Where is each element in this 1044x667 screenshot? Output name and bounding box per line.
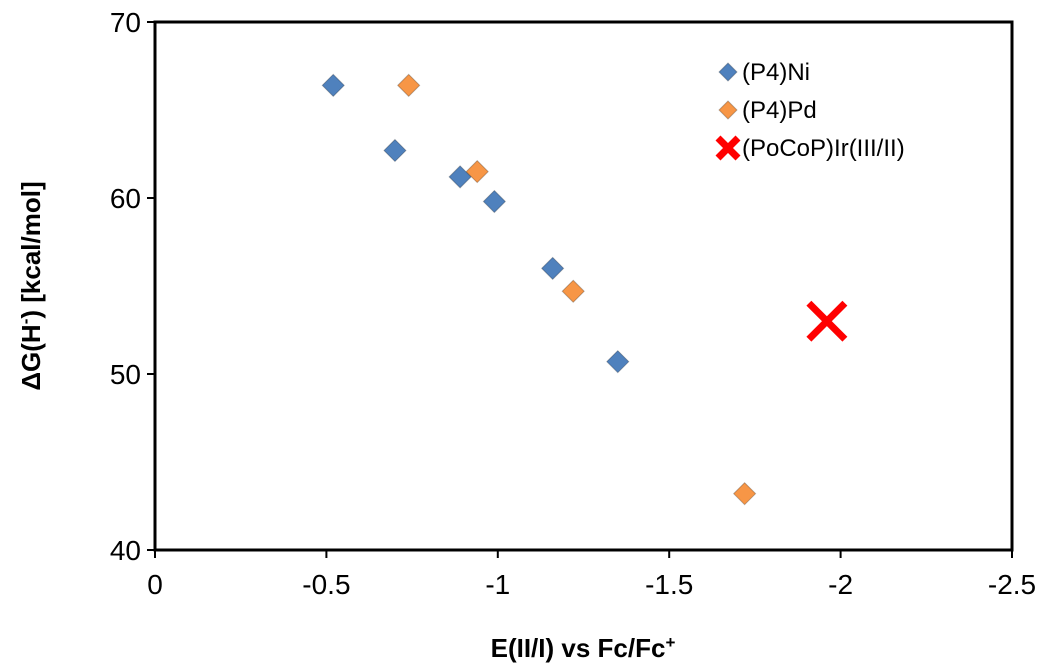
y-tick-label: 40 <box>110 535 141 566</box>
x-tick-label: -1.5 <box>645 569 693 600</box>
data-point-series-1 <box>396 73 421 98</box>
x-tick-label: -1 <box>485 569 510 600</box>
data-point-series-1 <box>465 159 489 184</box>
x-tick-label: 0 <box>147 569 163 600</box>
x-axis-title: E(II/I) vs Fc/Fc+ <box>491 633 676 664</box>
y-tick-label: 50 <box>110 359 141 390</box>
x-axis-ticks: 0 -0.5 -1 -1.5 -2 -2.5 <box>147 550 1036 600</box>
data-point-series-0 <box>606 349 630 374</box>
legend-marker-series-2-stroke <box>715 135 741 161</box>
data-points <box>321 73 848 506</box>
legend-label-series-1: (P4)Pd <box>742 97 817 124</box>
y-tick-label: 70 <box>110 7 141 38</box>
data-point-series-0 <box>540 256 565 281</box>
plot-area <box>153 20 1014 552</box>
data-point-series-1 <box>561 279 585 303</box>
x-tick-label: -0.5 <box>302 569 350 600</box>
legend-label-series-2: (PoCoP)Ir(III/II) <box>742 135 905 162</box>
legend-marker-series-2 <box>715 135 741 161</box>
y-axis-ticks: 40 50 60 70 <box>110 7 155 566</box>
data-point-series-2-stroke <box>806 300 848 342</box>
x-tick-label: -2.5 <box>988 569 1036 600</box>
data-point-series-0 <box>383 138 407 163</box>
legend-label-series-0: (P4)Ni <box>742 59 810 86</box>
data-point-series-2 <box>806 300 848 342</box>
y-tick-label: 60 <box>110 183 141 214</box>
legend-marker-series-0 <box>718 62 738 82</box>
data-point-series-0 <box>482 189 507 214</box>
data-point-series-1 <box>732 481 757 506</box>
legend: (P4)Ni (P4)Pd (PoCoP)Ir(III/II) <box>715 59 905 162</box>
y-axis-title: ΔG(H-) [kcal/mol] <box>16 181 47 390</box>
data-point-series-0 <box>448 165 472 189</box>
legend-marker-series-1 <box>718 100 738 120</box>
x-tick-label: -2 <box>828 569 853 600</box>
data-point-series-0 <box>321 73 345 98</box>
